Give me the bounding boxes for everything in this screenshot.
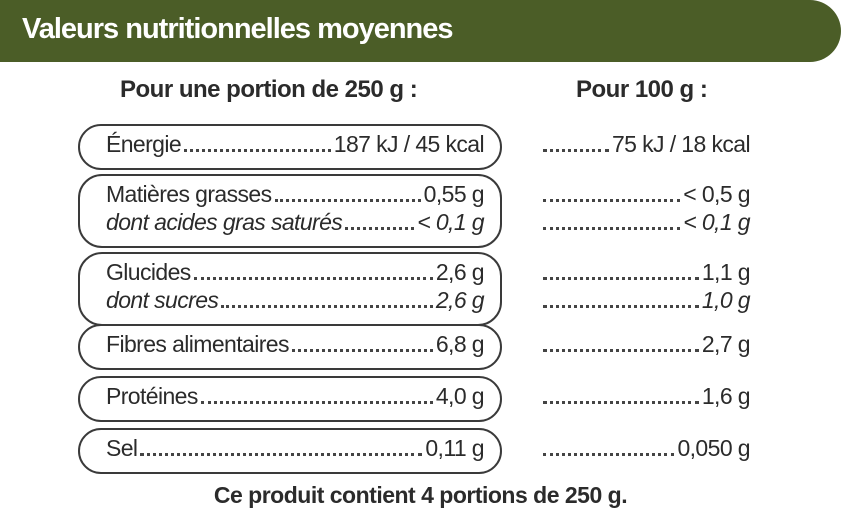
nutrient-label: Sel	[106, 435, 138, 461]
dot-leader	[543, 227, 681, 230]
per-100-row: < 0,5 g	[540, 180, 751, 208]
dot-leader	[184, 149, 331, 152]
dot-leader	[543, 305, 699, 308]
per-100-value: 1,1 g	[701, 259, 751, 285]
dot-leader	[543, 277, 699, 280]
per-100-row: 1,1 g	[540, 258, 751, 286]
per-100-value: 1,0 g	[701, 287, 751, 313]
per-100-group: 1,1 g 1,0 g	[540, 252, 751, 314]
dot-leader	[543, 349, 699, 352]
dot-leader	[200, 401, 433, 404]
column-header: Pour 100 g :	[576, 76, 708, 103]
header-bar: Valeurs nutritionnelles moyennes	[0, 0, 841, 62]
dot-leader	[274, 199, 421, 202]
nutrient-group: Glucides 2,6 g dont sucres 2,6 g	[78, 252, 502, 326]
portion-value: 4,0 g	[435, 383, 485, 409]
nutrient-row: Sel 0,11 g	[106, 434, 485, 462]
dot-leader	[543, 453, 675, 456]
per-100-group: 75 kJ / 18 kcal	[540, 124, 751, 158]
footer: Ce produit contient 4 portions de 250 g.	[213, 482, 628, 508]
nutrient-row: Glucides 2,6 g	[106, 258, 485, 286]
portion-value: 0,11 g	[425, 435, 484, 461]
portion-value: 2,6 g	[435, 259, 485, 285]
per-100-group: 2,7 g	[540, 324, 751, 358]
per-100-group: 1,6 g	[540, 376, 751, 410]
per-100-value: < 0,5 g	[683, 181, 750, 207]
nutrient-label: Protéines	[106, 383, 198, 409]
per-100-row: 1,0 g	[540, 286, 751, 314]
per-100-row: < 0,1 g	[540, 208, 751, 236]
per-100-value: 0,050 g	[677, 435, 750, 461]
portion-value: 6,8 g	[435, 331, 485, 357]
nutrient-group: Protéines 4,0 g	[78, 376, 502, 422]
nutrient-row: Énergie 187 kJ / 45 kcal	[106, 130, 485, 158]
portion-value: 0,55 g	[423, 181, 485, 207]
dot-leader	[193, 277, 433, 280]
nutrient-label: dont acides gras saturés	[106, 209, 343, 235]
per-100-group: < 0,5 g < 0,1 g	[540, 174, 751, 236]
portion-value: < 0,1 g	[417, 209, 484, 235]
dot-leader	[543, 199, 681, 202]
nutrient-label: Énergie	[106, 131, 182, 157]
nutrient-row: dont acides gras saturés < 0,1 g	[106, 208, 485, 236]
per-100-group: 0,050 g	[540, 428, 751, 462]
nutrient-row: dont sucres 2,6 g	[106, 286, 485, 314]
nutrient-label: Glucides	[106, 259, 191, 285]
nutrient-group: Matières grasses 0,55 g dont acides gras s…	[78, 174, 502, 248]
nutrient-row: Matières grasses 0,55 g	[106, 180, 485, 208]
nutrient-group: Fibres alimentaires 6,8 g	[78, 324, 502, 370]
per-100-value: 1,6 g	[701, 383, 751, 409]
nutrient-label: dont sucres	[106, 287, 219, 313]
per-100-value: < 0,1 g	[683, 209, 750, 235]
per-100-value: 75 kJ / 18 kcal	[611, 131, 751, 157]
nutrient-row: Protéines 4,0 g	[106, 382, 485, 410]
dot-leader	[543, 149, 609, 152]
dot-leader	[543, 401, 699, 404]
per-100-row: 1,6 g	[540, 382, 751, 410]
per-100-value: 2,7 g	[701, 331, 751, 357]
column-header: Pour une portion de 250 g :	[120, 76, 418, 103]
per-100-row: 0,050 g	[540, 434, 751, 462]
dot-leader	[221, 305, 433, 308]
nutrient-row: Fibres alimentaires 6,8 g	[106, 330, 485, 358]
dot-leader	[345, 227, 415, 230]
portion-value: 2,6 g	[435, 287, 485, 313]
title: Valeurs nutritionnelles moyennes	[22, 13, 454, 45]
per-100-row: 2,7 g	[540, 330, 751, 358]
portion-value: 187 kJ / 45 kcal	[333, 131, 485, 157]
per-100-row: 75 kJ / 18 kcal	[540, 130, 751, 158]
dot-leader	[291, 349, 433, 352]
nutrient-label: Fibres alimentaires	[106, 331, 289, 357]
dot-leader	[140, 453, 423, 456]
nutrient-group: Énergie 187 kJ / 45 kcal	[78, 124, 502, 170]
nutrient-label: Matières grasses	[106, 181, 272, 207]
nutrient-group: Sel 0,11 g	[78, 428, 502, 474]
